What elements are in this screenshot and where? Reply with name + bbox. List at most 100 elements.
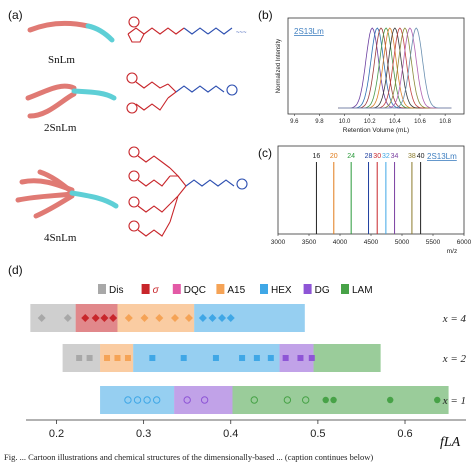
- legend-label: σ: [153, 285, 160, 296]
- phase-tick-label: 0.5: [310, 428, 325, 440]
- phase-segment: [232, 386, 449, 414]
- maldi-tick-label: 3500: [302, 239, 317, 246]
- maldi-tick-label: 5500: [426, 239, 441, 246]
- phase-point: [124, 396, 132, 404]
- molecule-snlm-structure: ~~~: [127, 16, 247, 43]
- phase-segment: [100, 386, 175, 414]
- legend-label: HEX: [271, 285, 292, 296]
- phase-tick-label: 0.6: [397, 428, 412, 440]
- phase-point: [76, 355, 83, 361]
- phase-point: [267, 355, 274, 361]
- gpc-tick-label: 10.0: [339, 119, 351, 125]
- phase-point: [91, 314, 100, 322]
- phase-point: [183, 396, 191, 404]
- maldi-x-ticks: 3000 3500 4000 4500 5000 5500 6000: [271, 234, 472, 246]
- phase-point: [283, 396, 292, 404]
- phase-point: [104, 355, 111, 361]
- phase-point: [143, 396, 151, 404]
- gpc-tick-label: 10.4: [389, 119, 401, 125]
- legend-swatch: [172, 284, 181, 294]
- maldi-tick-label: 3000: [271, 239, 286, 246]
- phase-row-label: x = 1: [442, 395, 466, 407]
- phase-tick-label: 0.3: [136, 428, 151, 440]
- gpc-ylabel: Normalized Intensity: [276, 39, 282, 93]
- molecule-2snlm-cartoon: [25, 83, 117, 119]
- molecule-snlm-cartoon: [27, 20, 115, 43]
- phase-point: [114, 355, 121, 361]
- phase-point: [200, 396, 209, 404]
- phase-row-label: x = 2: [442, 353, 467, 365]
- phase-point: [297, 355, 304, 361]
- gpc-curve: [338, 27, 452, 109]
- phase-segment: [174, 386, 233, 414]
- phase-point: [124, 314, 133, 322]
- legend-swatch: [98, 284, 106, 294]
- phase-point: [198, 314, 207, 322]
- phase-point: [155, 314, 164, 322]
- legend-label: LAM: [352, 285, 373, 296]
- legend-label: A15: [227, 285, 245, 296]
- phase-point: [180, 355, 187, 361]
- maldi-annotation: 2S13Lm: [427, 152, 457, 161]
- maldi-peak-label: 34: [391, 153, 399, 160]
- maldi-xlabel: m/z: [447, 248, 457, 255]
- maldi-tick-label: 6000: [457, 239, 472, 246]
- phase-point: [239, 355, 246, 361]
- maldi-peak-label: 28: [365, 153, 373, 160]
- maldi-peak-label: 40: [417, 153, 425, 160]
- phase-point: [133, 396, 142, 404]
- molecule-4snlm-cartoon: [15, 169, 119, 219]
- gpc-xlabel: Retention Volume (mL): [343, 127, 409, 134]
- gpc-tick-label: 9.8: [315, 119, 324, 125]
- legend-swatch: [303, 284, 312, 294]
- phase-point: [170, 314, 179, 322]
- gpc-tick-label: 10.6: [414, 119, 426, 125]
- phase-tick-label: 0.2: [49, 428, 64, 440]
- legend-label: Dis: [109, 285, 123, 296]
- phase-point: [386, 396, 394, 404]
- legend-swatch: [341, 284, 349, 294]
- phase-point: [184, 314, 193, 322]
- molecule-label-snlm: SnLm: [48, 54, 75, 66]
- gpc-curves: [338, 27, 452, 109]
- gpc-annotation: 2S13Lm: [294, 27, 324, 36]
- phase-row-label: x = 4: [442, 313, 467, 325]
- phase-point: [149, 355, 156, 361]
- gpc-tick-label: 10.2: [364, 119, 376, 125]
- panel-label-b: (b): [258, 8, 273, 22]
- phase-point: [253, 355, 260, 361]
- phase-point: [81, 314, 90, 322]
- svg-text:~~~: ~~~: [236, 30, 247, 36]
- molecule-4snlm-structure: [128, 146, 248, 237]
- phase-point: [226, 314, 235, 322]
- phase-legend: Dis σ DQC A15 HEX DG LAM: [98, 284, 373, 296]
- legend-swatch: [216, 284, 225, 294]
- phase-point: [208, 314, 217, 322]
- maldi-peak-label: 38: [408, 153, 416, 160]
- phase-point: [37, 314, 46, 322]
- phase-point: [250, 396, 258, 404]
- phase-point: [301, 396, 310, 404]
- figure-caption: Fig. ... Cartoon illustrations and chemi…: [4, 452, 374, 462]
- legend-label: DQC: [184, 285, 206, 296]
- phase-segment: [313, 344, 381, 372]
- maldi-peak-label: 30: [373, 153, 381, 160]
- maldi-peak-label: 32: [382, 153, 390, 160]
- legend-label: DG: [315, 285, 330, 296]
- maldi-tick-label: 5000: [395, 239, 410, 246]
- panel-label-d: (d): [8, 263, 23, 277]
- maldi-peaks: 16 20 24 28 30 32 34 38 40: [313, 153, 425, 234]
- phase-tick-label: 0.4: [223, 428, 238, 440]
- molecule-2snlm-structure: [126, 72, 238, 114]
- phase-point: [100, 314, 109, 322]
- gpc-x-ticks: 9.6 9.8 10.0 10.2 10.4 10.6 10.8: [290, 114, 452, 125]
- phase-rows: x = 4 x = 2 x = 1: [30, 304, 466, 414]
- phase-point: [86, 355, 93, 361]
- molecule-label-4snlm: 4SnLm: [44, 232, 77, 244]
- phase-point: [308, 355, 315, 361]
- maldi-tick-label: 4000: [333, 239, 348, 246]
